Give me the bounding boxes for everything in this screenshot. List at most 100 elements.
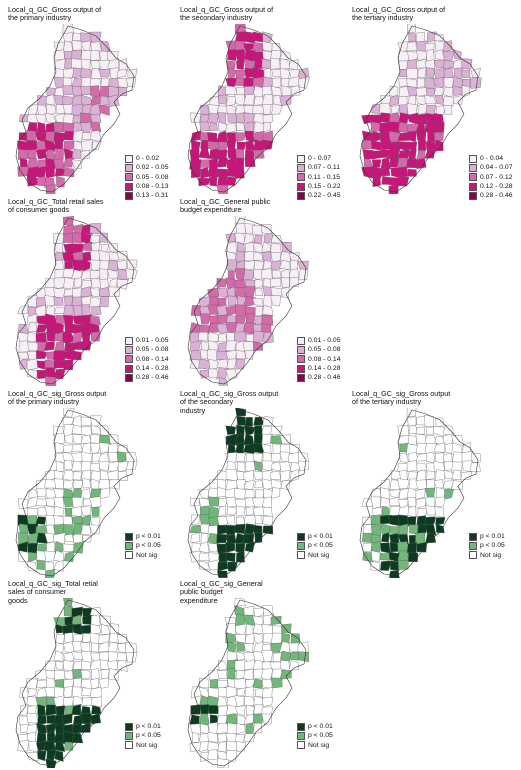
- map-region: [80, 642, 91, 653]
- legend-item: p < 0.01: [125, 722, 161, 731]
- map-region: [254, 279, 263, 289]
- map-region: [370, 550, 381, 562]
- map-region: [125, 268, 138, 280]
- map-region: [217, 659, 228, 671]
- map-region: [424, 94, 436, 105]
- map-region: [226, 641, 237, 653]
- map-region: [460, 69, 471, 79]
- map-region: [243, 443, 256, 455]
- map-region: [443, 67, 454, 79]
- map-region: [380, 496, 391, 508]
- map-region: [72, 641, 84, 652]
- map-region: [63, 444, 75, 453]
- map-region: [225, 176, 237, 186]
- map-region: [91, 306, 102, 317]
- map-region: [253, 252, 264, 261]
- map-region: [380, 168, 391, 177]
- map-region: [270, 461, 282, 471]
- map-region: [225, 232, 236, 243]
- map-region: [254, 532, 263, 543]
- map-region: [100, 244, 109, 254]
- map-region: [434, 452, 445, 464]
- map-region: [297, 641, 309, 653]
- map-region: [63, 40, 73, 53]
- map-region: [72, 471, 82, 481]
- legend-item: 0.08 - 0.13: [125, 182, 169, 191]
- map-region: [235, 723, 246, 735]
- map-region: [407, 169, 417, 177]
- map-region: [118, 87, 127, 97]
- legend-label: Not sig: [136, 741, 158, 749]
- map-region: [36, 488, 48, 498]
- map-region: [397, 478, 410, 490]
- map-region: [225, 305, 237, 317]
- map-region: [262, 41, 274, 52]
- map-region: [409, 524, 419, 535]
- map-region: [26, 175, 39, 187]
- map-region: [36, 360, 46, 370]
- legend-label: p < 0.01: [308, 533, 333, 540]
- legend-swatch: [469, 551, 477, 560]
- map-region: [207, 731, 218, 744]
- legend-swatch: [125, 182, 133, 191]
- map-region: [415, 497, 428, 509]
- map-region: [388, 185, 399, 194]
- map-region: [80, 85, 92, 95]
- map-region: [189, 359, 202, 369]
- map-region: [253, 460, 264, 472]
- legend-item: 0.08 - 0.14: [125, 355, 169, 364]
- map-region: [262, 696, 274, 707]
- map-region: [63, 277, 75, 290]
- legend-label: 0.08 - 0.13: [136, 182, 169, 190]
- map-region: [125, 460, 138, 471]
- map-region: [200, 752, 210, 762]
- map-region: [116, 660, 128, 672]
- map-region: [253, 668, 264, 679]
- map-region: [26, 158, 39, 169]
- map-region: [416, 541, 428, 553]
- map-region: [379, 553, 391, 561]
- map-region: [62, 470, 75, 482]
- map-region: [243, 533, 255, 544]
- map-region: [45, 94, 56, 106]
- map-region: [98, 250, 111, 262]
- map-region: [434, 496, 445, 507]
- map-region: [46, 749, 57, 762]
- map-region: [116, 642, 127, 654]
- map-region: [279, 669, 292, 680]
- panel-gc-budget: Local_q_GC_General public budget expendi…: [180, 197, 350, 388]
- map-region: [80, 40, 91, 52]
- legend-item: 0.14 - 0.28: [125, 364, 169, 373]
- map-region: [362, 542, 373, 553]
- legend-item: 0.15 - 0.22: [297, 182, 341, 191]
- map-region: [244, 461, 256, 472]
- map-region: [262, 516, 274, 526]
- map-region: [234, 734, 245, 744]
- map-region: [80, 426, 92, 437]
- map-region: [281, 277, 290, 288]
- legend-item: 0.13 - 0.31: [125, 191, 169, 200]
- legend-item: Not sig: [125, 551, 161, 560]
- map-region: [288, 642, 300, 653]
- map-region: [261, 650, 273, 663]
- map-region: [262, 507, 273, 518]
- map-region: [417, 103, 427, 116]
- map-region: [425, 426, 435, 435]
- map-region: [218, 498, 228, 507]
- map-region: [434, 506, 445, 518]
- map-region: [270, 295, 281, 307]
- map-region: [81, 304, 91, 316]
- map-region: [390, 560, 400, 571]
- map-region: [53, 139, 63, 150]
- map-region: [100, 623, 111, 635]
- legend-item: Not sig: [469, 551, 505, 560]
- map-region: [253, 234, 263, 244]
- map-region: [362, 139, 373, 150]
- map-region: [64, 741, 73, 751]
- map-region: [380, 112, 391, 123]
- panel-title: Local_q_GC_sig_Gross output of the secon…: [180, 389, 279, 415]
- legend-label: 0.08 - 0.14: [308, 355, 341, 363]
- map-region: [255, 489, 265, 500]
- map-region: [261, 305, 274, 316]
- map-region: [406, 516, 417, 526]
